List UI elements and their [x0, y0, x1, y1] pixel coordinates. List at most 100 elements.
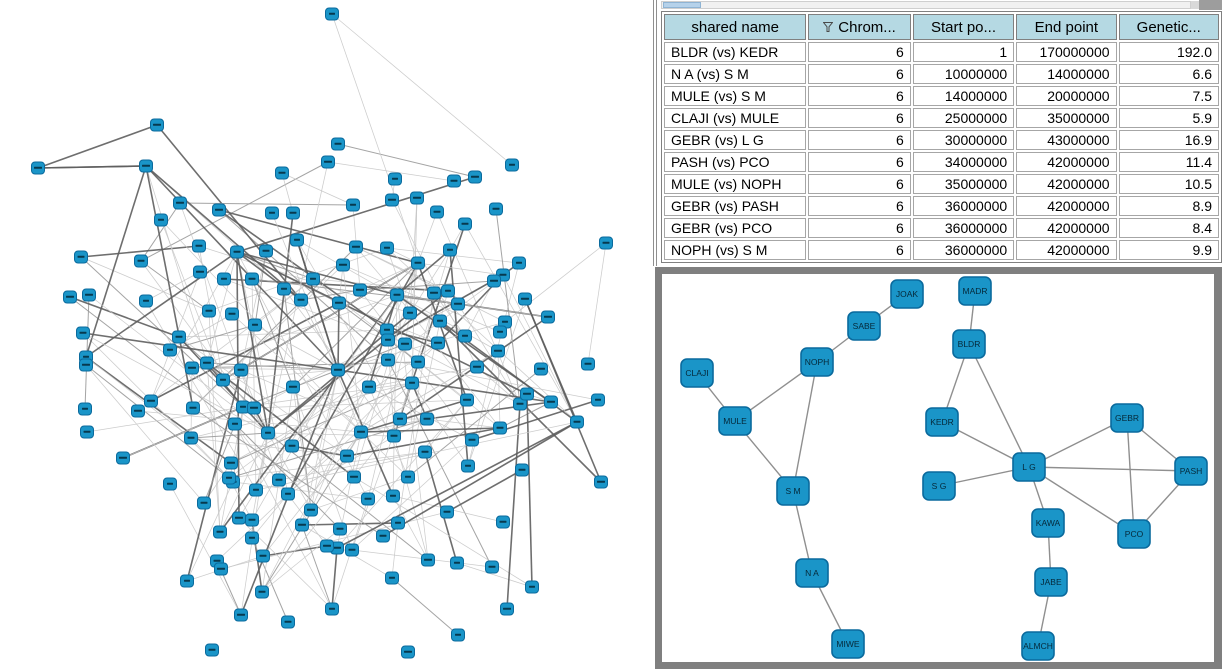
subnetwork-node-MULE[interactable]: MULE — [718, 406, 752, 436]
table-row[interactable]: GEBR (vs) PASH 6 36000000 42000000 8.9 — [664, 196, 1219, 216]
network-node[interactable] — [320, 539, 334, 553]
table-h-scrollbar[interactable] — [661, 1, 1191, 9]
network-node[interactable] — [420, 412, 434, 426]
network-node[interactable] — [427, 286, 441, 300]
cell-value[interactable]: 8.9 — [1118, 196, 1219, 216]
network-node[interactable] — [116, 451, 130, 465]
table-row[interactable]: N A (vs) S M 6 10000000 14000000 6.6 — [664, 64, 1219, 84]
network-node[interactable] — [245, 531, 259, 545]
cell-value[interactable]: 30000000 — [912, 130, 1015, 150]
network-node[interactable] — [163, 477, 177, 491]
cell-value[interactable]: 6 — [808, 108, 911, 128]
network-node[interactable] — [465, 433, 479, 447]
network-node[interactable] — [277, 282, 291, 296]
network-node[interactable] — [74, 250, 88, 264]
network-node[interactable] — [387, 429, 401, 443]
network-node[interactable] — [272, 473, 286, 487]
cell-shared-name[interactable]: PASH (vs) PCO — [664, 152, 807, 172]
network-node[interactable] — [447, 174, 461, 188]
network-node[interactable] — [333, 522, 347, 536]
network-node[interactable] — [525, 580, 539, 594]
network-node[interactable] — [441, 284, 455, 298]
network-node[interactable] — [331, 137, 345, 151]
network-node[interactable] — [290, 233, 304, 247]
network-node[interactable] — [255, 585, 269, 599]
network-node[interactable] — [500, 602, 514, 616]
network-node[interactable] — [450, 556, 464, 570]
network-node[interactable] — [248, 318, 262, 332]
network-node[interactable] — [347, 470, 361, 484]
network-node[interactable] — [520, 387, 534, 401]
network-node[interactable] — [570, 415, 584, 429]
column-header-4[interactable]: Genetic... — [1118, 14, 1219, 40]
network-node[interactable] — [256, 549, 270, 563]
network-node[interactable] — [440, 505, 454, 519]
network-node[interactable] — [340, 449, 354, 463]
table-row[interactable]: CLAJI (vs) MULE 6 25000000 35000000 5.9 — [664, 108, 1219, 128]
network-node[interactable] — [331, 363, 345, 377]
cell-value[interactable]: 6 — [808, 152, 911, 172]
network-node[interactable] — [192, 239, 206, 253]
network-node[interactable] — [498, 315, 512, 329]
network-node[interactable] — [212, 203, 226, 217]
network-node[interactable] — [380, 323, 394, 337]
cell-value[interactable]: 10.5 — [1118, 174, 1219, 194]
network-node[interactable] — [349, 240, 363, 254]
cell-value[interactable]: 7.5 — [1118, 86, 1219, 106]
network-node[interactable] — [380, 241, 394, 255]
cell-value[interactable]: 35000000 — [1016, 108, 1117, 128]
network-node[interactable] — [505, 158, 519, 172]
cell-value[interactable]: 6 — [808, 42, 911, 62]
table-row[interactable]: PASH (vs) PCO 6 34000000 42000000 11.4 — [664, 152, 1219, 172]
network-node[interactable] — [512, 256, 526, 270]
network-node[interactable] — [385, 571, 399, 585]
network-node[interactable] — [139, 294, 153, 308]
network-node[interactable] — [202, 304, 216, 318]
table-row[interactable]: GEBR (vs) L G 6 30000000 43000000 16.9 — [664, 130, 1219, 150]
network-node[interactable] — [381, 353, 395, 367]
table-row[interactable]: MULE (vs) NOPH 6 35000000 42000000 10.5 — [664, 174, 1219, 194]
cell-value[interactable]: 6 — [808, 64, 911, 84]
network-node[interactable] — [443, 243, 457, 257]
network-node[interactable] — [458, 329, 472, 343]
network-node[interactable] — [411, 256, 425, 270]
network-node[interactable] — [544, 395, 558, 409]
cell-value[interactable]: 36000000 — [912, 240, 1015, 260]
subnetwork-node-PASH[interactable]: PASH — [1174, 456, 1208, 486]
network-node[interactable] — [185, 361, 199, 375]
network-node[interactable] — [232, 511, 246, 525]
network-node[interactable] — [281, 615, 295, 629]
network-node[interactable] — [391, 516, 405, 530]
subnetwork-node-MIWE[interactable]: MIWE — [831, 629, 865, 659]
subnetwork-node-KEDR[interactable]: KEDR — [925, 407, 959, 437]
network-node[interactable] — [376, 529, 390, 543]
cell-value[interactable]: 36000000 — [912, 218, 1015, 238]
network-node[interactable] — [362, 380, 376, 394]
subnetwork-node-PCO[interactable]: PCO — [1117, 519, 1151, 549]
column-header-0[interactable]: shared name — [664, 14, 807, 40]
network-node[interactable] — [346, 198, 360, 212]
network-node[interactable] — [193, 265, 207, 279]
network-node[interactable] — [493, 421, 507, 435]
subnetwork-node-NOPH[interactable]: NOPH — [800, 347, 834, 377]
network-node[interactable] — [249, 483, 263, 497]
subnetwork-node-SABE[interactable]: SABE — [847, 311, 881, 341]
table-row[interactable]: MULE (vs) S M 6 14000000 20000000 7.5 — [664, 86, 1219, 106]
cell-shared-name[interactable]: N A (vs) S M — [664, 64, 807, 84]
network-node[interactable] — [285, 439, 299, 453]
network-node[interactable] — [321, 155, 335, 169]
network-node[interactable] — [222, 471, 236, 485]
subnetwork-node-JABE[interactable]: JABE — [1034, 567, 1068, 597]
network-node[interactable] — [534, 362, 548, 376]
network-node[interactable] — [286, 380, 300, 394]
network-node[interactable] — [78, 402, 92, 416]
network-node[interactable] — [332, 296, 346, 310]
network-node[interactable] — [281, 487, 295, 501]
network-node[interactable] — [150, 118, 164, 132]
network-node[interactable] — [386, 489, 400, 503]
network-node[interactable] — [80, 425, 94, 439]
column-header-2[interactable]: Start po... — [912, 14, 1015, 40]
network-node[interactable] — [515, 463, 529, 477]
network-node[interactable] — [491, 344, 505, 358]
network-node[interactable] — [200, 356, 214, 370]
